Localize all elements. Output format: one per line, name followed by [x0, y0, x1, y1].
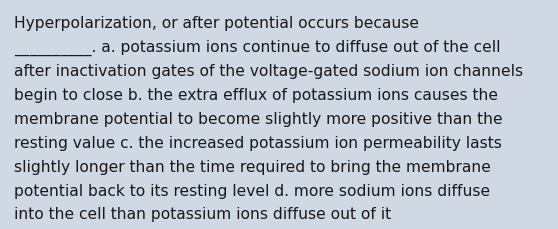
- Text: begin to close b. the extra efflux of potassium ions causes the: begin to close b. the extra efflux of po…: [14, 87, 498, 102]
- Text: membrane potential to become slightly more positive than the: membrane potential to become slightly mo…: [14, 111, 503, 126]
- Text: potential back to its resting level d. more sodium ions diffuse: potential back to its resting level d. m…: [14, 183, 490, 198]
- Text: __________. a. potassium ions continue to diffuse out of the cell: __________. a. potassium ions continue t…: [14, 40, 501, 56]
- Text: after inactivation gates of the voltage-gated sodium ion channels: after inactivation gates of the voltage-…: [14, 64, 523, 79]
- Text: resting value c. the increased potassium ion permeability lasts: resting value c. the increased potassium…: [14, 135, 502, 150]
- Text: slightly longer than the time required to bring the membrane: slightly longer than the time required t…: [14, 159, 491, 174]
- Text: Hyperpolarization, or after potential occurs because: Hyperpolarization, or after potential oc…: [14, 16, 419, 31]
- Text: into the cell than potassium ions diffuse out of it: into the cell than potassium ions diffus…: [14, 207, 391, 221]
